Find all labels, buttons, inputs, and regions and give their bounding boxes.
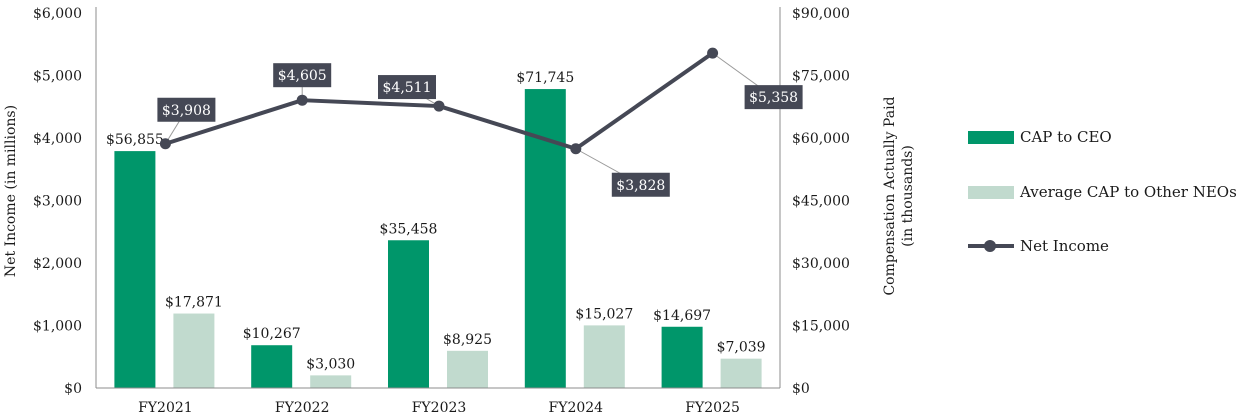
legend-item-avg-cap-neos: Average CAP to Other NEOs bbox=[968, 183, 1237, 201]
category-label: FY2021 bbox=[138, 400, 193, 416]
data-label-cap-ceo: $10,267 bbox=[243, 326, 301, 342]
left-tick-label: $4,000 bbox=[33, 131, 82, 147]
category-label: FY2025 bbox=[685, 400, 740, 416]
right-axis-title-line-1: Compensation Actually Paid bbox=[882, 96, 898, 295]
axis-titles-layer: Net Income (in millions) Compensation Act… bbox=[3, 96, 916, 295]
legend-label-avg-cap-neos: Average CAP to Other NEOs bbox=[1020, 183, 1237, 201]
tick-labels-layer: $0 $1,000 $2,000 $3,000 $4,000 $5,000 $6,000 $0… bbox=[33, 6, 850, 416]
axes-layer bbox=[95, 7, 781, 389]
data-labels-layer: $56,855 $17,871 $10,267 $3,030 $35,458 $8,925… bbox=[106, 70, 766, 372]
data-label-avg-cap-neos: $3,030 bbox=[306, 356, 355, 372]
legend-label-cap-ceo: CAP to CEO bbox=[1020, 128, 1112, 146]
right-axis-title: Compensation Actually Paid (in thousands) bbox=[882, 96, 916, 295]
legend-swatch-net-income bbox=[968, 239, 1014, 253]
net-income-label: $3,908 bbox=[162, 103, 211, 119]
net-income-line-layer: $3,908 $4,605 $4,511 $3,828 $5,358 bbox=[157, 47, 803, 197]
data-label-avg-cap-neos: $17,871 bbox=[165, 295, 223, 311]
category-label: FY2023 bbox=[412, 400, 467, 416]
left-tick-label: $5,000 bbox=[33, 69, 82, 85]
left-tick-label: $2,000 bbox=[33, 256, 82, 272]
right-axis-title-line-2: (in thousands) bbox=[900, 145, 916, 247]
callout-box bbox=[611, 172, 670, 197]
legend-swatch-avg-cap-neos bbox=[968, 185, 1014, 199]
left-tick-label: $3,000 bbox=[33, 194, 82, 210]
data-label-avg-cap-neos: $15,027 bbox=[575, 306, 633, 322]
data-label-cap-ceo: $71,745 bbox=[516, 70, 574, 86]
callout-box bbox=[744, 85, 803, 110]
legend-item-cap-ceo: CAP to CEO bbox=[968, 128, 1112, 146]
bar-cap-ceo bbox=[661, 326, 703, 388]
net-income-marker bbox=[433, 100, 445, 112]
bar-cap-ceo bbox=[114, 151, 156, 388]
left-tick-label: $6,000 bbox=[33, 6, 82, 22]
right-tick-label: $60,000 bbox=[792, 131, 850, 147]
legend-swatch-cap-ceo bbox=[968, 130, 1014, 144]
net-income-marker bbox=[570, 143, 582, 155]
bars-layer bbox=[114, 89, 762, 388]
net-income-marker bbox=[707, 47, 719, 59]
bar-avg-cap-neos bbox=[583, 325, 625, 388]
right-tick-label: $75,000 bbox=[792, 69, 850, 85]
data-label-avg-cap-neos: $7,039 bbox=[717, 340, 766, 356]
right-tick-label: $45,000 bbox=[792, 194, 850, 210]
left-axis-title: Net Income (in millions) bbox=[3, 105, 19, 277]
legend-label-net-income: Net Income bbox=[1020, 237, 1109, 255]
net-income-label: $5,358 bbox=[749, 90, 798, 106]
right-tick-label: $30,000 bbox=[792, 256, 850, 272]
net-income-label: $3,828 bbox=[616, 178, 665, 194]
callout-box bbox=[378, 75, 436, 100]
right-tick-label: $0 bbox=[792, 381, 810, 397]
data-label-cap-ceo: $14,697 bbox=[653, 308, 711, 324]
legend-item-net-income: Net Income bbox=[968, 237, 1109, 255]
bar-avg-cap-neos bbox=[173, 313, 215, 388]
net-income-label: $4,605 bbox=[278, 68, 327, 84]
left-tick-label: $1,000 bbox=[33, 319, 82, 335]
bar-cap-ceo bbox=[388, 240, 429, 388]
bar-avg-cap-neos bbox=[310, 375, 352, 388]
bar-avg-cap-neos bbox=[720, 358, 762, 388]
net-income-label: $4,511 bbox=[383, 80, 432, 96]
bar-cap-ceo bbox=[251, 345, 293, 388]
category-label: FY2022 bbox=[275, 400, 330, 416]
bar-avg-cap-neos bbox=[447, 350, 488, 388]
right-tick-label: $90,000 bbox=[792, 6, 850, 22]
net-income-marker bbox=[296, 94, 308, 106]
data-label-avg-cap-neos: $8,925 bbox=[443, 332, 492, 348]
callout-box bbox=[157, 97, 216, 122]
data-label-cap-ceo: $56,855 bbox=[106, 132, 164, 148]
category-label: FY2024 bbox=[549, 400, 604, 416]
left-tick-label: $0 bbox=[64, 381, 82, 397]
net-income-marker bbox=[159, 138, 171, 150]
data-label-cap-ceo: $35,458 bbox=[380, 221, 438, 237]
right-tick-label: $15,000 bbox=[792, 319, 850, 335]
callout-box bbox=[273, 63, 332, 88]
